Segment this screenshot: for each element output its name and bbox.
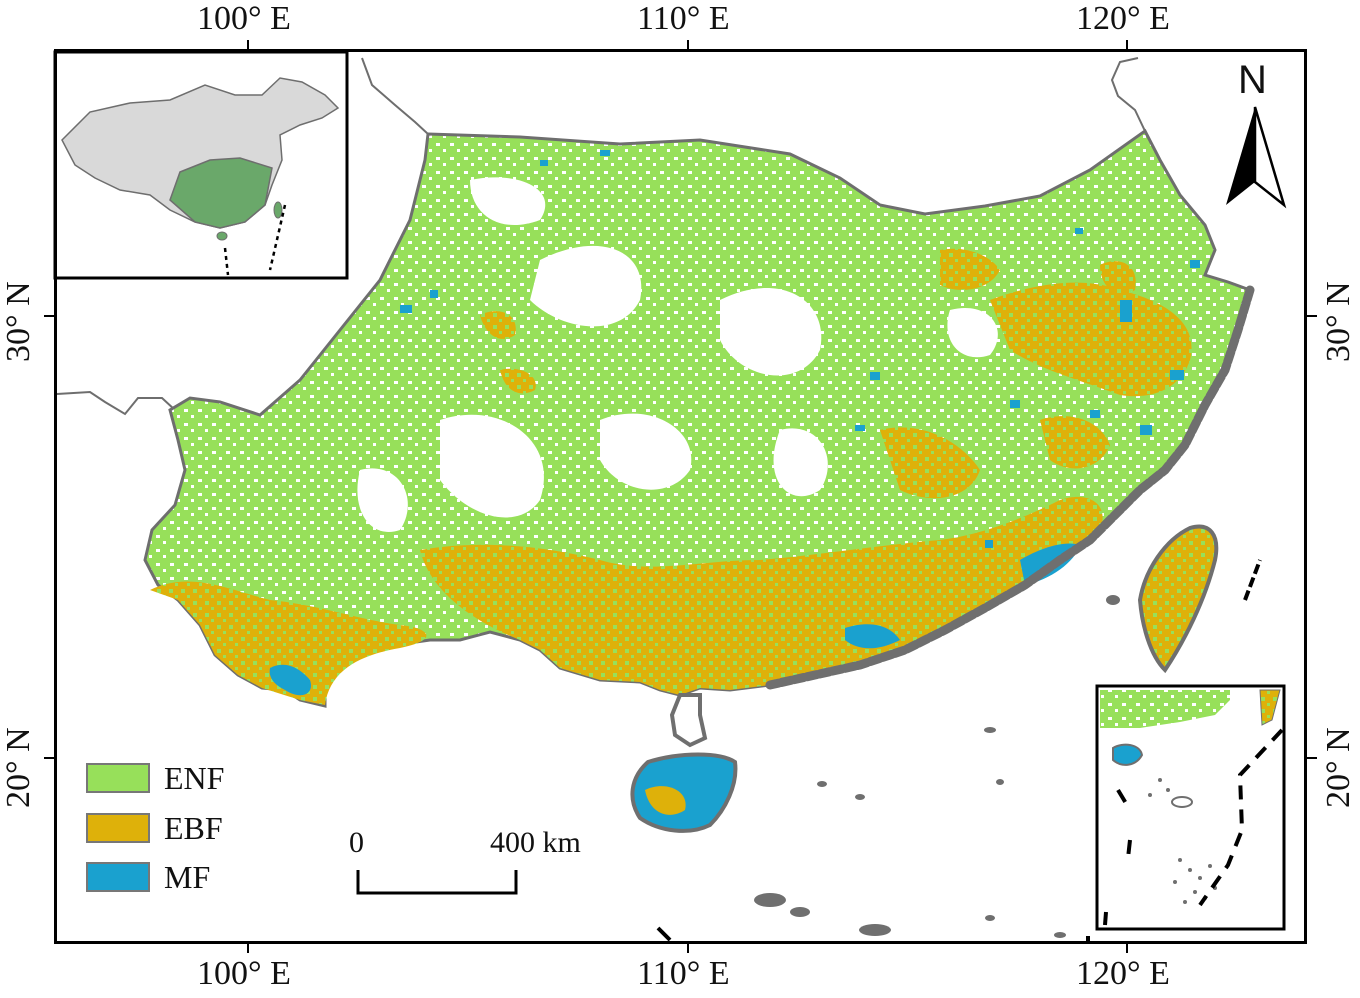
north-label: N <box>1238 58 1267 102</box>
inset-china-outline <box>61 77 340 229</box>
non-forest-areas <box>357 177 998 629</box>
bottom-tick-100E: 100° E <box>197 955 291 992</box>
scale-bar <box>356 870 518 895</box>
legend-swatch-enf <box>86 763 150 793</box>
map-frame <box>54 49 1307 944</box>
neighbor-boundaries <box>56 57 1146 416</box>
legend-swatch-ebf <box>86 813 150 843</box>
coastline-edge <box>765 285 1255 690</box>
bottom-tick-110E: 110° E <box>637 955 730 992</box>
legend-label-ebf: EBF <box>164 809 223 846</box>
legend-item-enf: ENF <box>86 759 225 796</box>
scale-start-label: 0 <box>349 826 364 859</box>
inset-study-region <box>169 157 273 229</box>
offshore-islands <box>754 595 1120 938</box>
hainan-island <box>630 752 738 833</box>
top-tick-120E: 120° E <box>1076 0 1170 37</box>
inset-china-map <box>53 50 349 280</box>
bottom-tick-120E: 120° E <box>1076 955 1170 992</box>
top-tick-100E: 100° E <box>197 0 291 37</box>
scale-end-label: 400 km <box>490 826 581 859</box>
inset-south-china-sea <box>1095 684 1286 931</box>
north-arrow-icon <box>1226 106 1287 209</box>
legend-label-enf: ENF <box>164 759 225 796</box>
legend-label-mf: MF <box>164 858 211 895</box>
ebf-areas <box>150 248 1192 705</box>
legend-swatch-mf <box>86 862 150 892</box>
leizhou-peninsula <box>669 693 708 748</box>
legend-item-mf: MF <box>86 858 211 895</box>
legend-item-ebf: EBF <box>86 809 223 846</box>
taiwan-island <box>1137 524 1219 674</box>
top-tick-110E: 110° E <box>637 0 730 37</box>
